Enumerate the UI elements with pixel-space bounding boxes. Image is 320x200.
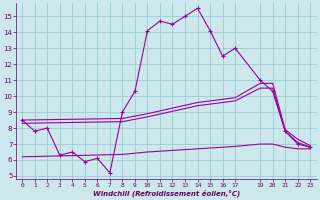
X-axis label: Windchill (Refroidissement éolien,°C): Windchill (Refroidissement éolien,°C) [92,189,240,197]
